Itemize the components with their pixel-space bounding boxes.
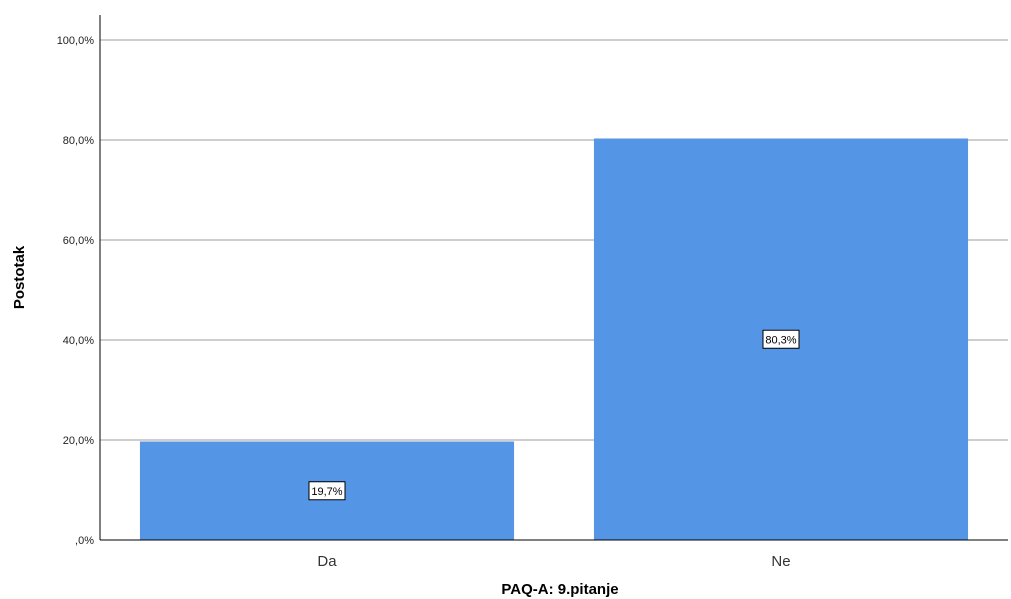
- y-tick-label: ,0%: [75, 535, 94, 547]
- data-label: 80,3%: [765, 334, 796, 346]
- y-tick-labels: ,0% 20,0% 40,0% 60,0% 80,0% 100,0%: [57, 35, 95, 547]
- data-label-box: [762, 329, 800, 349]
- y-tick-label: 40,0%: [63, 335, 94, 347]
- x-axis-title: PAQ-A: 9.pitanje: [501, 581, 618, 598]
- y-tick-label: 80,0%: [63, 135, 94, 147]
- x-category-labels: Da Ne: [317, 553, 790, 570]
- data-labels: 19,7% 80,3%: [308, 329, 800, 501]
- y-axis-title: Postotak: [11, 245, 28, 309]
- y-tick-label: 20,0%: [63, 435, 94, 447]
- data-label: 19,7%: [311, 486, 342, 498]
- y-tick-label: 100,0%: [57, 35, 95, 47]
- x-category-label: Ne: [771, 553, 790, 570]
- y-tick-label: 60,0%: [63, 235, 94, 247]
- data-label-box: [308, 481, 346, 501]
- x-category-label: Da: [317, 553, 337, 570]
